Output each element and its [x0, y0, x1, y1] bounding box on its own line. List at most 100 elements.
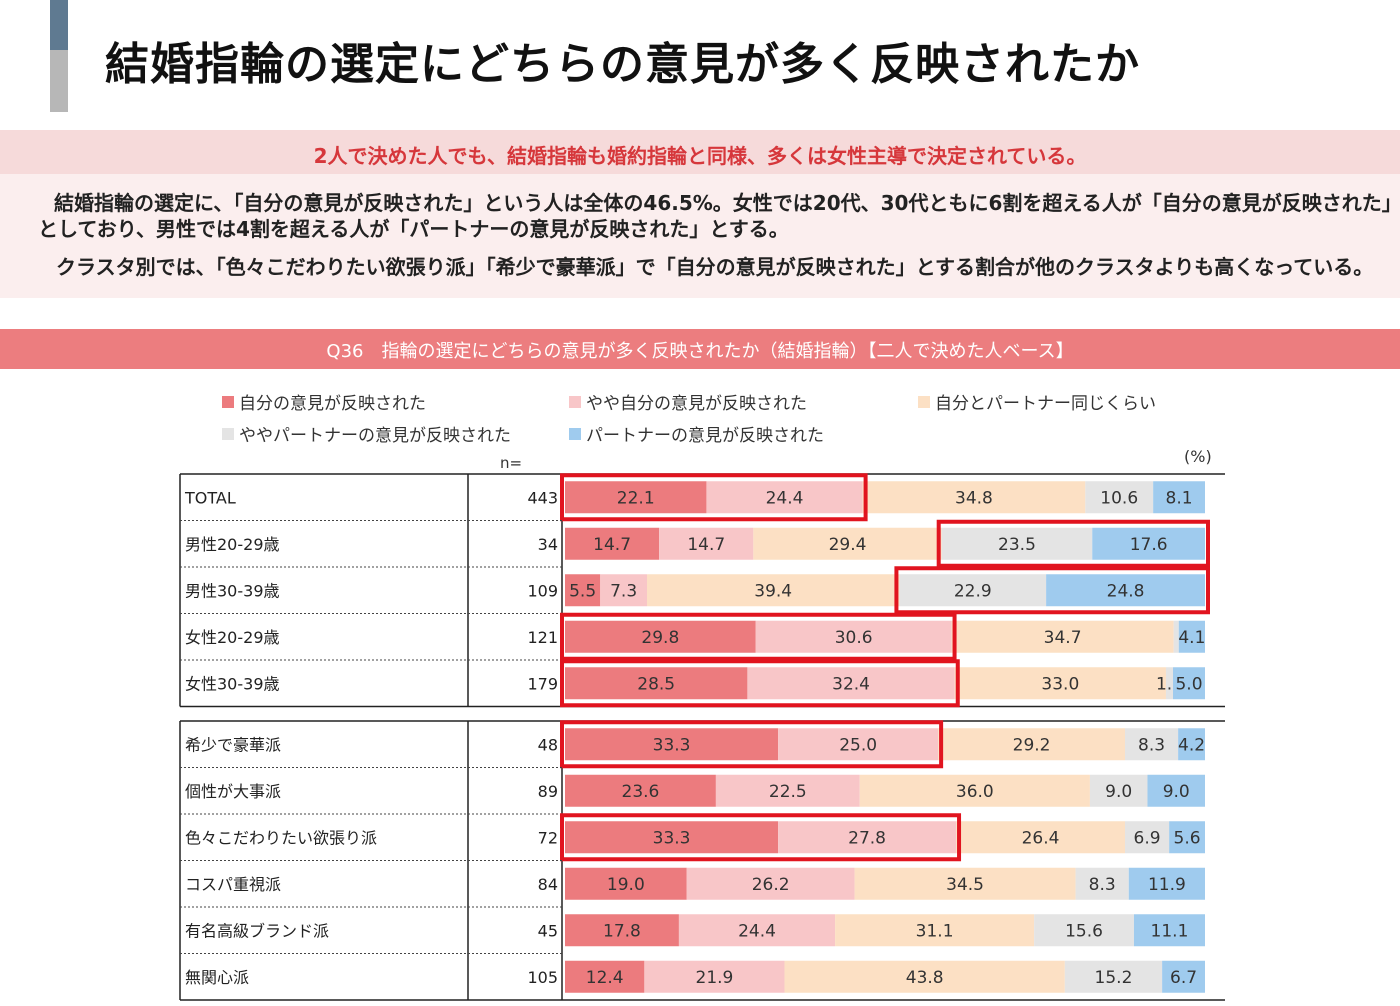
- row-label: 女性30-39歳: [185, 674, 280, 693]
- row-label: TOTAL: [184, 488, 236, 507]
- bar-value-label: 5.6: [1174, 828, 1201, 848]
- bar-segment-自分の意見が反映された: [565, 867, 687, 900]
- legend-item-equal: 自分とパートナー同じくらい: [918, 389, 1156, 414]
- bar-value-label: 8.1: [1166, 488, 1193, 508]
- bar-value-label: 30.6: [835, 628, 873, 648]
- bar-segment-自分の意見が反映された: [565, 774, 716, 807]
- bar-value-label: 4.2: [1178, 735, 1205, 755]
- bar-segment-パートナーの意見が反映された: [1133, 914, 1205, 947]
- bar-value-label: 26.4: [1022, 828, 1060, 848]
- bar-segment-ややパートナーの意見が反映された: [1034, 914, 1134, 947]
- bar-value-label: 5.0: [1175, 674, 1202, 694]
- bar-value-label: 36.0: [956, 782, 994, 802]
- bar-segment-自分とパートナー同じくらい: [951, 620, 1174, 653]
- bar-segment-やや自分の意見が反映された: [778, 821, 957, 854]
- row-n-value: 72: [538, 828, 558, 847]
- row-n-value: 121: [527, 628, 558, 647]
- highlight-box: [894, 566, 1210, 615]
- highlight-box: [560, 473, 868, 522]
- bar-value-label: 28.5: [637, 674, 675, 694]
- highlight-box: [560, 813, 962, 862]
- summary-text: 2人で決めた人でも、結婚指輪も婚約指輪と同様、多くは女性主導で決定されている。: [313, 144, 1087, 168]
- bar-segment-自分とパートナー同じくらい: [647, 574, 900, 607]
- legend-swatch-somewhat-self: [569, 395, 581, 408]
- row-label: 女性20-29歳: [185, 628, 280, 647]
- bar-segment-ややパートナーの意見が反映された: [1085, 481, 1154, 514]
- bar-segment-ややパートナーの意見が反映された: [941, 527, 1093, 560]
- bar-segment-自分とパートナー同じくらい: [784, 960, 1065, 993]
- bar-value-label: 22.1: [617, 488, 655, 508]
- row-n-value: 89: [538, 782, 558, 801]
- row-n-value: 179: [527, 674, 558, 693]
- bar-segment-自分とパートナー同じくらい: [954, 667, 1166, 700]
- bar-segment-やや自分の意見が反映された: [778, 728, 939, 761]
- legend-label-somewhat-self: やや自分の意見が反映された: [586, 394, 807, 414]
- row-n-value: 34: [538, 535, 558, 554]
- bar-value-label: 17.8: [603, 921, 641, 941]
- bar-segment-パートナーの意見が反映された: [1162, 960, 1205, 993]
- bar-value-label: 4.1: [1178, 628, 1205, 648]
- row-n-value: 45: [538, 921, 558, 940]
- legend-item-self: 自分の意見が反映された: [222, 389, 426, 414]
- bar-value-label: 11.1: [1151, 921, 1189, 941]
- bar-segment-自分とパートナー同じくらい: [835, 914, 1035, 947]
- legend-swatch-somewhat-partner: [222, 427, 234, 440]
- description-paragraph-2: クラスタ別では、「色々こだわりたい欲張り派」「希少で豪華派」で「自分の意見が反映…: [56, 255, 1374, 279]
- bar-segment-ややパートナーの意見が反映された: [1064, 960, 1163, 993]
- row-label: コスパ重視派: [185, 875, 281, 894]
- bar-value-label: 21.9: [696, 968, 734, 988]
- bar-value-label: 31.1: [916, 921, 954, 941]
- percent-unit-label: (%): [1184, 447, 1212, 466]
- bar-value-label: 14.7: [687, 535, 725, 555]
- bar-value-label: 7.3: [610, 581, 637, 601]
- bar-value-label: 24.8: [1107, 581, 1145, 601]
- bar-value-label: 39.4: [754, 581, 792, 601]
- row-label: 希少で豪華派: [185, 735, 281, 754]
- bar-segment-自分とパートナー同じくらい: [854, 867, 1076, 900]
- bar-value-label: 34.7: [1044, 628, 1082, 648]
- bar-segment-自分の意見が反映された: [565, 481, 707, 514]
- page-title: 結婚指輪の選定にどちらの意見が多く反映されたか: [105, 39, 1140, 90]
- row-n-value: 105: [527, 968, 558, 987]
- bar-segment-パートナーの意見が反映された: [1169, 821, 1205, 854]
- row-label: 個性が大事派: [185, 782, 281, 801]
- bar-segment-やや自分の意見が反映された: [600, 574, 648, 607]
- bar-segment-パートナーの意見が反映された: [1178, 620, 1205, 653]
- bar-segment-自分の意見が反映された: [565, 914, 679, 947]
- bar-segment-自分とパートナー同じくらい: [859, 774, 1090, 807]
- bar-value-label: 23.5: [998, 535, 1036, 555]
- legend-item-partner: パートナーの意見が反映された: [569, 421, 824, 446]
- row-label: 男性30-39歳: [185, 581, 280, 600]
- bar-value-label: 29.8: [641, 628, 679, 648]
- bar-value-label: 12.4: [586, 968, 624, 988]
- bar-value-label: 11.9: [1148, 875, 1186, 895]
- bar-segment-やや自分の意見が反映された: [715, 774, 860, 807]
- bar-segment-ややパートナーの意見が反映された: [1165, 667, 1173, 700]
- bar-value-label: 22.5: [769, 782, 807, 802]
- row-n-value: 109: [527, 581, 558, 600]
- bar-segment-自分の意見が反映された: [565, 821, 779, 854]
- row-label: 無関心派: [185, 968, 249, 987]
- bar-segment-自分の意見が反映された: [565, 728, 779, 761]
- bar-value-label: 6.9: [1134, 828, 1161, 848]
- bar-value-label: 24.4: [766, 488, 804, 508]
- bar-value-label: 32.4: [832, 674, 870, 694]
- bar-value-label: 29.4: [829, 535, 867, 555]
- bar-segment-自分の意見が反映された: [565, 960, 645, 993]
- legend-label-self: 自分の意見が反映された: [239, 394, 426, 414]
- bar-segment-自分の意見が反映された: [565, 620, 756, 653]
- bar-segment-ややパートナーの意見が反映された: [899, 574, 1047, 607]
- bar-value-label: 26.2: [752, 875, 790, 895]
- bar-segment-やや自分の意見が反映された: [686, 867, 855, 900]
- bar-value-label: 6.7: [1170, 968, 1197, 988]
- bar-value-label: 15.6: [1065, 921, 1103, 941]
- bar-value-label: 14.7: [593, 535, 631, 555]
- highlight-box: [560, 720, 944, 769]
- legend-item-somewhat-self: やや自分の意見が反映された: [569, 389, 807, 414]
- bar-value-label: 19.0: [607, 875, 645, 895]
- bar-segment-パートナーの意見が反映された: [1178, 728, 1205, 761]
- bar-segment-やや自分の意見が反映された: [747, 667, 955, 700]
- bar-value-label: 22.9: [954, 581, 992, 601]
- bar-value-label: 5.5: [569, 581, 596, 601]
